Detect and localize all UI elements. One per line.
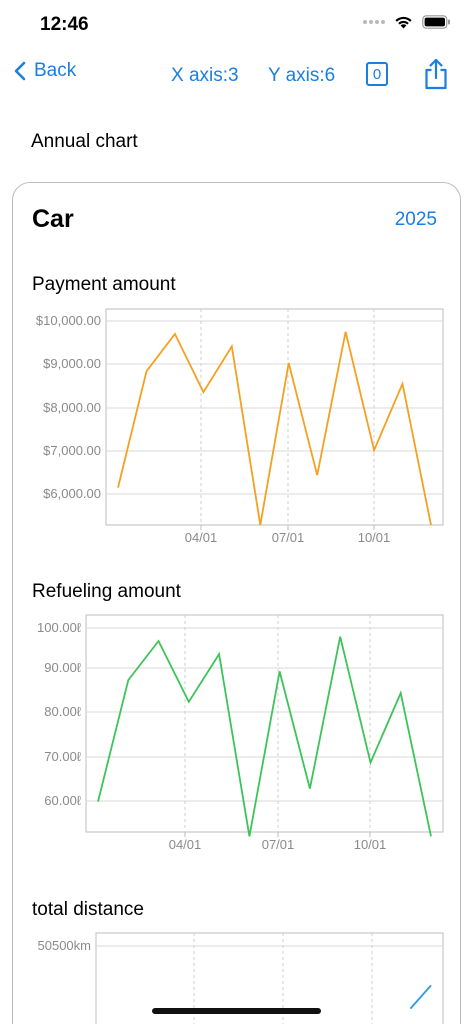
x-tick-label: 04/01 [185,530,218,545]
distance-chart-label: total distance [32,899,144,920]
share-icon[interactable] [423,58,449,90]
refueling-amount-chart: 100.00ℓ 90.00ℓ 80.00ℓ 70.00ℓ 60.00ℓ 04/01 07/0… [37,614,444,852]
x-axis-button[interactable]: X axis:3 [171,65,239,86]
y-tick-label: 50500km [38,938,91,953]
x-tick-label: 10/01 [354,837,387,852]
y-tick-label: $9,000.00 [43,356,101,371]
series-line [97,636,432,837]
y-tick-label: 90.00ℓ [44,660,82,675]
y-axis-button[interactable]: Y axis:6 [268,65,336,86]
series-line [117,331,432,526]
payment-amount-chart: $10,000.00 $9,000.00 $8,000.00 $7,000.00 $6,… [36,308,444,545]
zero-button[interactable]: 0 [366,62,388,86]
y-tick-label: 80.00ℓ [44,704,82,719]
plot-frame [95,932,444,1024]
y-tick-label: $10,000.00 [36,313,101,328]
status-bar: 12:46 [0,0,473,50]
x-tick-label: 07/01 [262,837,295,852]
y-tick-label: 60.00ℓ [44,793,82,808]
year-selector[interactable]: 2025 [394,209,437,230]
y-tick-label: 70.00ℓ [44,749,82,764]
cellular-signal-icon [363,20,385,24]
battery-icon [422,15,450,29]
chart-card: Car 2025 Payment amount $10,000.00 $9,000… [12,182,461,1024]
series-line [409,984,432,1010]
plot-frame [85,614,444,833]
x-tick-label: 07/01 [272,530,305,545]
wifi-icon [395,16,412,29]
y-tick-label: $7,000.00 [43,443,101,458]
navigation-bar: Back X axis:3 Y axis:6 0 [0,58,473,94]
status-time: 12:46 [40,14,89,35]
x-tick-label: 10/01 [358,530,391,545]
back-label: Back [34,60,77,81]
chart-group: 50500km [38,932,444,1024]
plot-frame [105,308,444,526]
x-tick-label: 04/01 [169,837,202,852]
chevron-left-icon [14,61,26,81]
status-icons [363,15,451,29]
payment-chart-label: Payment amount [32,274,176,295]
section-title: Annual chart [31,131,138,152]
back-button[interactable]: Back [14,60,76,82]
y-tick-label: $6,000.00 [43,486,101,501]
y-tick-label: $8,000.00 [43,400,101,415]
total-distance-chart: 50500km [38,932,444,1024]
chart-group: 100.00ℓ 90.00ℓ 80.00ℓ 70.00ℓ 60.00ℓ 04/01 07/0… [37,614,444,852]
chart-group: $10,000.00 $9,000.00 $8,000.00 $7,000.00 $6,… [36,308,444,545]
card-title: Car [32,205,74,233]
y-tick-label: 100.00ℓ [37,620,82,635]
home-indicator [152,1008,321,1014]
refuel-chart-label: Refueling amount [32,581,181,602]
